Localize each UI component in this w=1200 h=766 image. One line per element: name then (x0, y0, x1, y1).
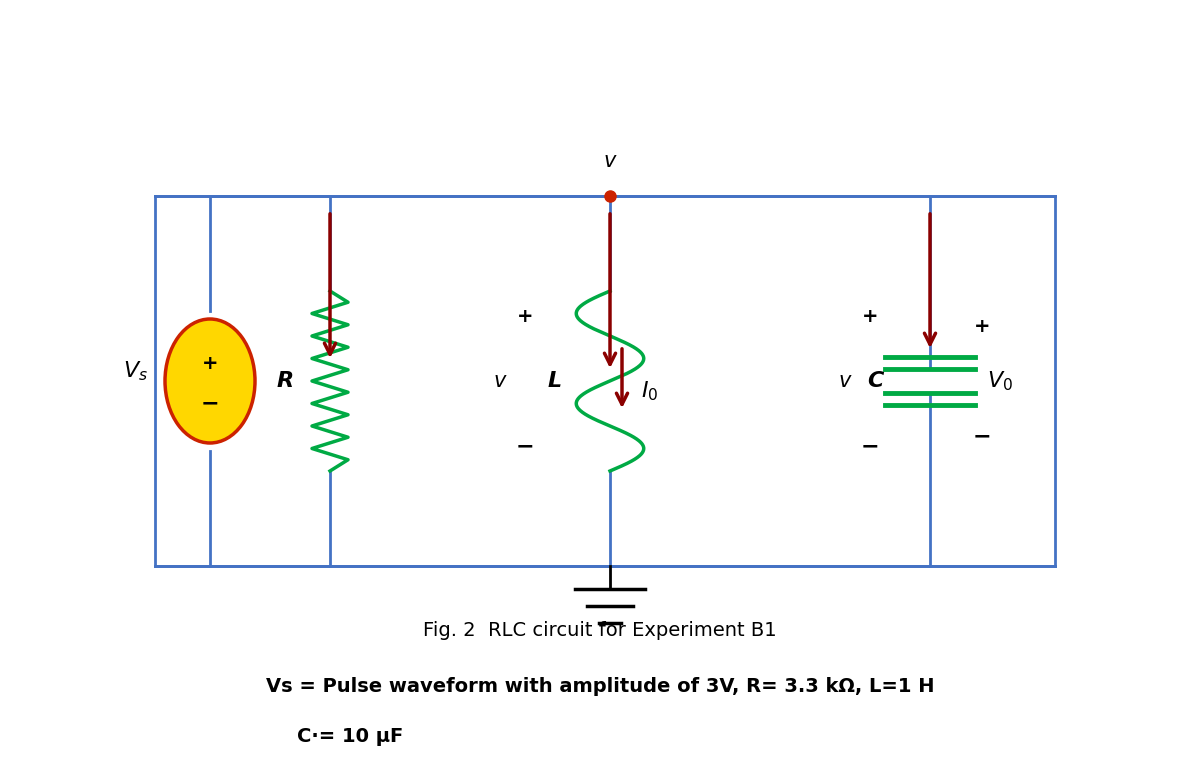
Text: $v$: $v$ (838, 371, 852, 391)
Text: R: R (276, 371, 294, 391)
Text: $I_0$: $I_0$ (641, 379, 659, 403)
Text: +: + (862, 306, 878, 326)
Text: +: + (202, 353, 218, 372)
Text: −: − (860, 436, 880, 456)
Text: −: − (516, 436, 534, 456)
Text: Fig. 2  RLC circuit for Experiment B1: Fig. 2 RLC circuit for Experiment B1 (424, 621, 776, 640)
Text: +: + (973, 316, 990, 336)
Text: +: + (517, 306, 533, 326)
Text: Vs = Pulse waveform with amplitude of 3V, R= 3.3 kΩ, L=1 H: Vs = Pulse waveform with amplitude of 3V… (265, 676, 935, 696)
Text: $v$: $v$ (602, 151, 617, 171)
Text: $V_0$: $V_0$ (988, 369, 1013, 393)
Text: −: − (973, 426, 991, 446)
Text: L: L (548, 371, 562, 391)
Ellipse shape (166, 319, 256, 443)
Text: $v$: $v$ (493, 371, 508, 391)
Text: $V_s$: $V_s$ (122, 359, 148, 383)
Text: C·= 10 µF: C·= 10 µF (296, 726, 403, 745)
Text: C: C (866, 371, 883, 391)
Text: −: − (200, 393, 220, 413)
